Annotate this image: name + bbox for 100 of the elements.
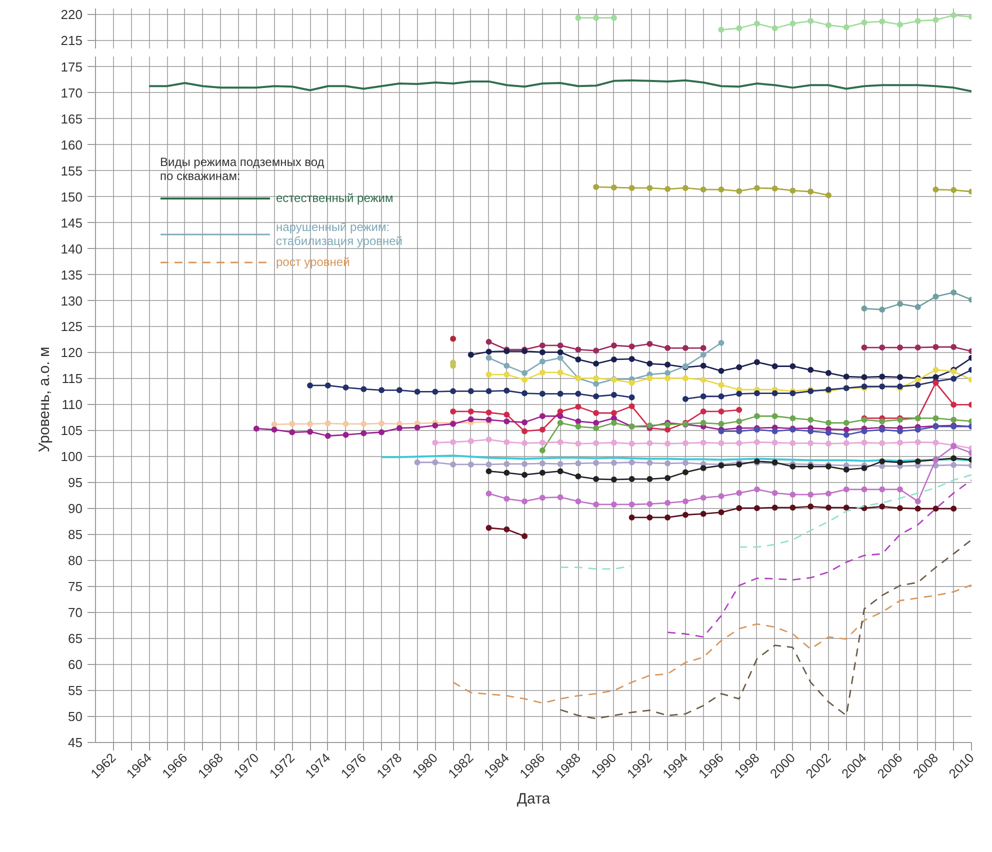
point <box>628 343 635 350</box>
point <box>593 184 600 190</box>
y-tick-label: 145 <box>60 215 83 230</box>
point <box>896 486 903 492</box>
point <box>825 192 832 198</box>
point <box>450 336 456 342</box>
point <box>539 494 546 501</box>
point <box>486 354 492 361</box>
point <box>950 289 957 296</box>
point <box>772 490 778 496</box>
point <box>628 394 635 400</box>
point <box>522 533 528 540</box>
point <box>843 466 850 473</box>
point <box>896 428 903 434</box>
point <box>736 490 742 496</box>
point <box>772 428 778 434</box>
point <box>950 187 957 194</box>
point <box>610 184 617 190</box>
point <box>432 422 438 428</box>
point <box>539 470 546 476</box>
point <box>682 469 688 476</box>
point <box>914 498 921 504</box>
point <box>646 460 653 466</box>
point <box>718 382 724 388</box>
point <box>808 416 814 423</box>
point <box>736 390 742 397</box>
point <box>772 25 778 32</box>
point <box>289 420 296 427</box>
point <box>575 14 582 21</box>
point <box>378 387 385 394</box>
point <box>360 386 367 392</box>
point <box>772 363 778 370</box>
point <box>843 24 850 30</box>
point <box>628 380 635 386</box>
text: рост уровней <box>276 255 350 269</box>
point <box>754 390 760 396</box>
point <box>378 420 385 426</box>
y-axis-title: Уровень, а.о. м <box>36 346 53 452</box>
point <box>575 498 582 504</box>
point <box>486 524 492 531</box>
point <box>896 344 903 351</box>
point <box>790 504 796 511</box>
point <box>610 501 617 508</box>
point <box>825 370 832 376</box>
point <box>772 186 778 192</box>
point <box>432 440 438 446</box>
point <box>808 464 814 470</box>
point <box>843 426 850 433</box>
point <box>950 462 957 468</box>
point <box>307 428 314 435</box>
line-series <box>666 479 972 638</box>
point <box>271 421 278 428</box>
point <box>754 439 760 446</box>
point <box>932 440 939 446</box>
point <box>825 440 832 447</box>
point <box>843 420 850 426</box>
point <box>664 362 671 368</box>
point <box>861 465 868 472</box>
point <box>772 504 778 511</box>
point <box>718 340 724 346</box>
point <box>342 384 349 391</box>
point <box>700 393 706 400</box>
point <box>790 20 796 27</box>
point <box>682 512 688 518</box>
point <box>700 420 706 426</box>
point <box>682 184 688 191</box>
point <box>825 490 832 497</box>
point <box>932 366 939 373</box>
point <box>628 403 635 410</box>
point <box>790 464 796 470</box>
point <box>896 22 903 28</box>
point <box>504 460 510 467</box>
point <box>557 413 564 420</box>
point <box>628 356 635 362</box>
point <box>646 184 653 191</box>
point <box>307 382 314 388</box>
point <box>504 418 510 424</box>
point <box>593 425 600 432</box>
point <box>486 409 492 416</box>
point <box>646 514 653 520</box>
point <box>700 408 706 414</box>
point <box>253 426 260 432</box>
y-tick-label: 85 <box>68 527 83 542</box>
point <box>790 492 796 498</box>
point <box>468 416 474 422</box>
point <box>914 506 921 512</box>
point <box>396 387 402 394</box>
point <box>468 408 474 414</box>
point <box>575 390 582 397</box>
point <box>718 420 724 427</box>
point <box>682 345 688 352</box>
point <box>914 426 921 433</box>
point <box>700 362 706 369</box>
point <box>736 364 742 370</box>
point <box>539 413 546 420</box>
point <box>914 439 921 446</box>
point <box>879 418 886 424</box>
point <box>628 476 635 482</box>
point <box>593 380 600 387</box>
point <box>557 494 564 500</box>
